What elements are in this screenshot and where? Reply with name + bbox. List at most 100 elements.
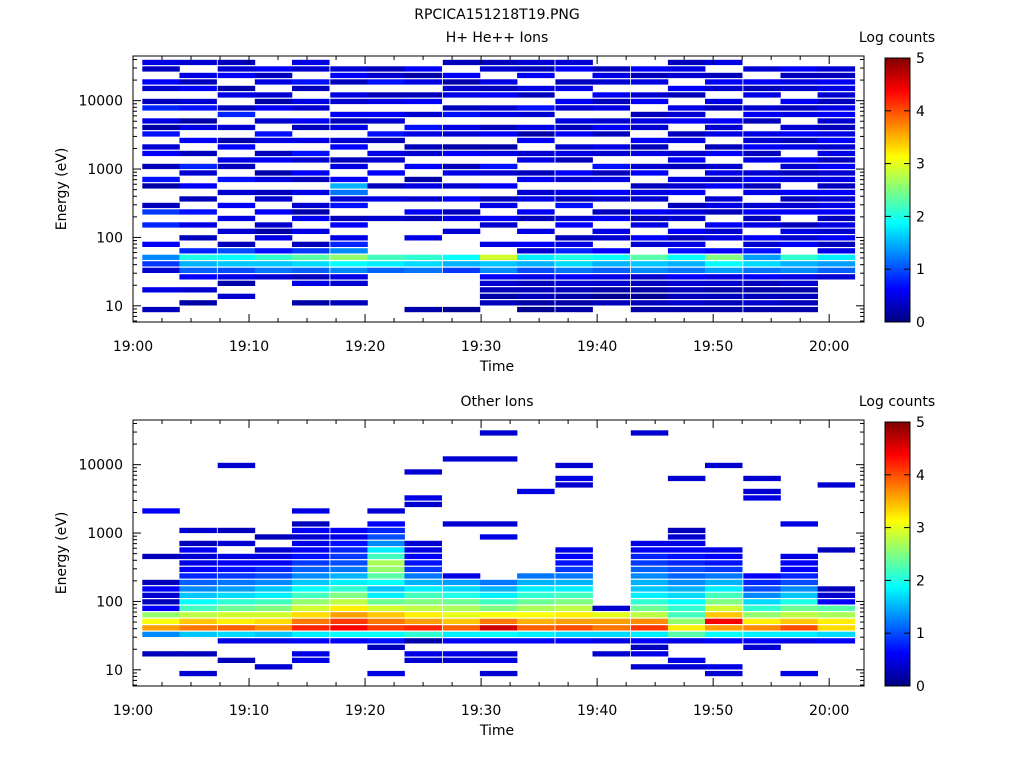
heatmap-cell [367, 183, 405, 189]
heatmap-cell [254, 222, 293, 228]
heatmap-cell [555, 144, 593, 150]
heatmap-cell [292, 592, 330, 598]
heatmap-cell [292, 248, 330, 254]
heatmap-cell [292, 625, 330, 631]
heatmap-cell [330, 98, 368, 105]
heatmap-cell [330, 202, 368, 209]
heatmap-cell [442, 612, 481, 618]
heatmap-cell [142, 183, 180, 189]
heatmap-cell [630, 274, 669, 280]
heatmap-cell [705, 124, 743, 131]
heatmap-cell [705, 163, 743, 170]
heatmap-cell [630, 79, 669, 85]
heatmap-cell [367, 267, 405, 273]
heatmap-cell [442, 59, 481, 66]
heatmap-cell [705, 261, 743, 267]
heatmap-cell [217, 202, 256, 209]
heatmap-cell [479, 241, 518, 247]
heatmap-cell [254, 72, 293, 79]
heatmap-cell [667, 657, 706, 663]
heatmap-cell [817, 612, 856, 618]
heatmap-cell [817, 150, 856, 157]
heatmap-cell [592, 105, 630, 111]
heatmap-cell [517, 254, 555, 260]
heatmap-cell [630, 651, 669, 657]
heatmap-cell [179, 183, 217, 189]
heatmap-cell [142, 631, 180, 637]
heatmap-cell [330, 111, 368, 118]
heatmap-cell [817, 267, 856, 273]
heatmap-cell [780, 189, 818, 196]
heatmap-cell [142, 605, 180, 611]
heatmap-cell [367, 131, 405, 137]
heatmap-cell [179, 612, 217, 618]
heatmap-cell [817, 163, 856, 170]
heatmap-cell [555, 131, 593, 137]
heatmap-cell [592, 267, 630, 273]
x-axis-ticks: 19:00 19:10 19:20 19:30 19:40 19:50 20:00 [113, 56, 849, 355]
heatmap-cell [254, 631, 293, 637]
x-tick-label: 19:00 [113, 703, 153, 719]
heatmap-cell [743, 488, 781, 495]
heatmap-cell [630, 118, 669, 124]
heatmap-cell [630, 261, 669, 267]
heatmap-cell [367, 118, 405, 124]
colorbar-label: Log counts [859, 394, 935, 410]
heatmap-cell [630, 631, 669, 637]
heatmap-cell [705, 105, 743, 111]
heatmap-cell [780, 306, 818, 313]
heatmap-cell [292, 118, 330, 124]
heatmap-cell [179, 170, 217, 176]
heatmap-cell [217, 605, 256, 611]
heatmap-cell [667, 527, 706, 534]
heatmap-cell [254, 560, 293, 566]
heatmap-cell [217, 625, 256, 631]
heatmap-cell [367, 553, 405, 560]
heatmap-cell [404, 612, 442, 618]
heatmap-cell [404, 235, 442, 241]
heatmap-cell [254, 566, 293, 573]
heatmap-cell [743, 254, 781, 260]
heatmap-cell [330, 92, 368, 98]
heatmap-cell [817, 196, 856, 202]
heatmap-cell [780, 553, 818, 560]
heatmap-cell [367, 547, 405, 553]
heatmap-cell [479, 456, 518, 462]
heatmap-cell [630, 267, 669, 273]
heatmap-cell [217, 462, 256, 469]
heatmap-cell [442, 456, 481, 462]
heatmap-cell [292, 170, 330, 176]
heatmap-cell [667, 475, 706, 482]
heatmap-cell [817, 235, 856, 241]
heatmap-cell [404, 560, 442, 566]
heatmap-cell [667, 150, 706, 157]
heatmap-cell [479, 631, 518, 637]
heatmap-cell [780, 573, 818, 579]
heatmap-cell [367, 170, 405, 176]
heatmap-cell [517, 85, 555, 92]
heatmap-cell [217, 144, 256, 150]
heatmap-cell [254, 118, 293, 124]
heatmap-cell [479, 293, 518, 299]
heatmap-cell [555, 267, 593, 273]
heatmap-cell [517, 157, 555, 163]
heatmap-cell [555, 475, 593, 482]
heatmap-cell [780, 222, 818, 228]
heatmap-cell [817, 72, 856, 79]
heatmap-cell [705, 85, 743, 92]
heatmap-cell [667, 163, 706, 170]
heatmap-cell [254, 605, 293, 611]
heatmap-cell [442, 306, 481, 313]
heatmap-cell [817, 85, 856, 92]
heatmap-cell [404, 638, 442, 644]
heatmap-cell [667, 215, 706, 222]
heatmap-cell [705, 560, 743, 566]
heatmap-cell [292, 105, 330, 111]
heatmap-cell [780, 267, 818, 273]
heatmap-cell [292, 79, 330, 85]
x-tick-label: 19:40 [577, 703, 617, 719]
heatmap-cell [142, 105, 180, 111]
heatmap-cell [367, 599, 405, 605]
heatmap-cell [667, 137, 706, 144]
heatmap-cell [780, 293, 818, 299]
